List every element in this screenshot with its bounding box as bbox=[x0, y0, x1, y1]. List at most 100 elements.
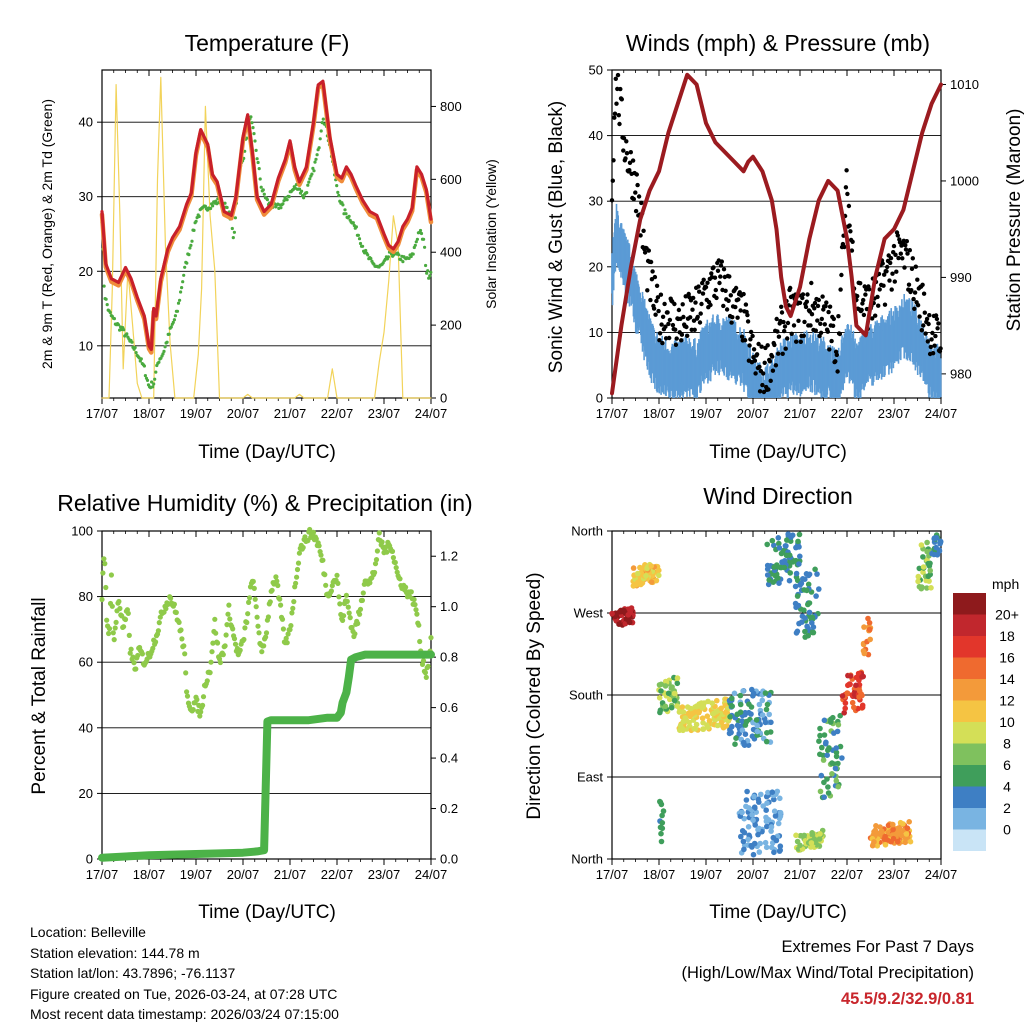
dewpoint-point bbox=[211, 204, 215, 208]
gust-point bbox=[809, 312, 815, 317]
gust-point bbox=[894, 269, 899, 274]
direction-point bbox=[833, 745, 840, 751]
humidity-point bbox=[163, 606, 169, 612]
gust-point bbox=[909, 288, 914, 293]
dewpoint-point bbox=[151, 385, 155, 389]
humidity-point bbox=[373, 557, 380, 563]
direction-point bbox=[817, 732, 823, 739]
dewpoint-point bbox=[130, 340, 134, 344]
gust-point bbox=[673, 327, 678, 332]
direction-point bbox=[890, 826, 896, 833]
gust-point bbox=[822, 322, 827, 327]
direction-point bbox=[755, 826, 761, 833]
direction-point bbox=[856, 694, 862, 700]
humidity-point bbox=[408, 589, 414, 595]
dewpoint-point bbox=[104, 297, 108, 301]
direction-point bbox=[866, 620, 873, 626]
gust-point bbox=[913, 264, 918, 269]
direction-point bbox=[915, 578, 921, 585]
dewpoint-point bbox=[163, 345, 167, 349]
gust-point bbox=[697, 320, 703, 325]
humidity-point bbox=[246, 599, 252, 606]
dewpoint-point bbox=[187, 253, 191, 257]
direction-point bbox=[817, 788, 824, 795]
dewpoint-point bbox=[150, 380, 154, 384]
gust-point bbox=[651, 306, 657, 311]
gust-point bbox=[654, 298, 659, 304]
gust-point bbox=[785, 320, 791, 326]
gust-point bbox=[748, 337, 753, 342]
humidity-point bbox=[242, 625, 248, 631]
direction-point bbox=[745, 836, 751, 843]
humidity-point bbox=[343, 592, 349, 598]
dewpoint-point bbox=[108, 310, 112, 315]
humidity-point bbox=[106, 630, 112, 637]
dewpoint-point bbox=[254, 148, 258, 152]
direction-point bbox=[692, 726, 699, 732]
direction-point bbox=[784, 537, 790, 543]
gust-point bbox=[683, 294, 688, 299]
y-tick-label: 60 bbox=[79, 655, 93, 670]
humidity-point bbox=[284, 640, 290, 646]
dewpoint-point bbox=[185, 261, 189, 265]
humidity-point bbox=[376, 530, 382, 536]
colorbar-swatch bbox=[953, 657, 986, 679]
direction-point bbox=[765, 789, 771, 796]
gust-point bbox=[904, 239, 909, 244]
dewpoint-point bbox=[181, 280, 185, 284]
gust-point bbox=[844, 168, 849, 173]
x-tick-label: 22/07 bbox=[321, 867, 354, 882]
direction-point bbox=[763, 807, 769, 813]
humidity-point bbox=[113, 619, 119, 626]
humidity-point bbox=[135, 652, 141, 659]
direction-point bbox=[630, 565, 637, 571]
humidity-point bbox=[184, 689, 190, 695]
gust-point bbox=[850, 239, 855, 244]
y2-tick-label: 1010 bbox=[950, 77, 979, 92]
humidity-point bbox=[139, 651, 145, 657]
gust-point bbox=[815, 318, 820, 323]
gust-point bbox=[804, 299, 809, 304]
y-tick-label: 10 bbox=[589, 325, 603, 340]
humidity-point bbox=[300, 544, 306, 551]
direction-point bbox=[764, 572, 771, 578]
temperature-title: Temperature (F) bbox=[185, 30, 350, 56]
dewpoint-point bbox=[245, 136, 249, 140]
dewpoint-point bbox=[209, 206, 213, 211]
gust-point bbox=[812, 306, 817, 311]
humidity-point bbox=[231, 636, 238, 642]
direction-point bbox=[739, 809, 745, 816]
gust-point bbox=[663, 324, 668, 329]
direction-point bbox=[766, 711, 772, 718]
direction-point bbox=[833, 753, 840, 760]
direction-point bbox=[849, 699, 856, 706]
dewpoint-point bbox=[369, 256, 373, 261]
y2-tick-label: 0.2 bbox=[440, 801, 458, 816]
colorbar-label: 10 bbox=[999, 714, 1015, 730]
gust-point bbox=[652, 274, 658, 280]
humidity-point bbox=[101, 556, 107, 562]
dewpoint-point bbox=[225, 205, 229, 210]
gust-point bbox=[676, 307, 682, 313]
dewpoint-point bbox=[157, 360, 161, 364]
direction-point bbox=[927, 567, 933, 574]
dewpoint-point bbox=[256, 160, 260, 165]
direction-point bbox=[824, 776, 830, 782]
humidity-point bbox=[100, 570, 106, 576]
direction-point bbox=[829, 771, 835, 777]
y2-tick-label: 0.0 bbox=[440, 852, 458, 867]
gust-point bbox=[860, 301, 865, 306]
colorbar-swatch bbox=[953, 614, 986, 636]
dewpoint-point bbox=[257, 167, 261, 171]
direction-point bbox=[743, 797, 750, 803]
humidity-point bbox=[367, 580, 373, 586]
pressure-series bbox=[610, 72, 943, 396]
gust-point bbox=[742, 338, 748, 343]
humidity-point bbox=[323, 582, 329, 588]
gust-point bbox=[831, 316, 836, 322]
y-tick-label: 100 bbox=[71, 524, 93, 539]
temperature-xlabel: Time (Day/UTC) bbox=[198, 442, 336, 463]
dewpoint-point bbox=[424, 263, 428, 268]
dewpoint-point bbox=[318, 137, 322, 141]
plot-frame bbox=[101, 530, 432, 860]
